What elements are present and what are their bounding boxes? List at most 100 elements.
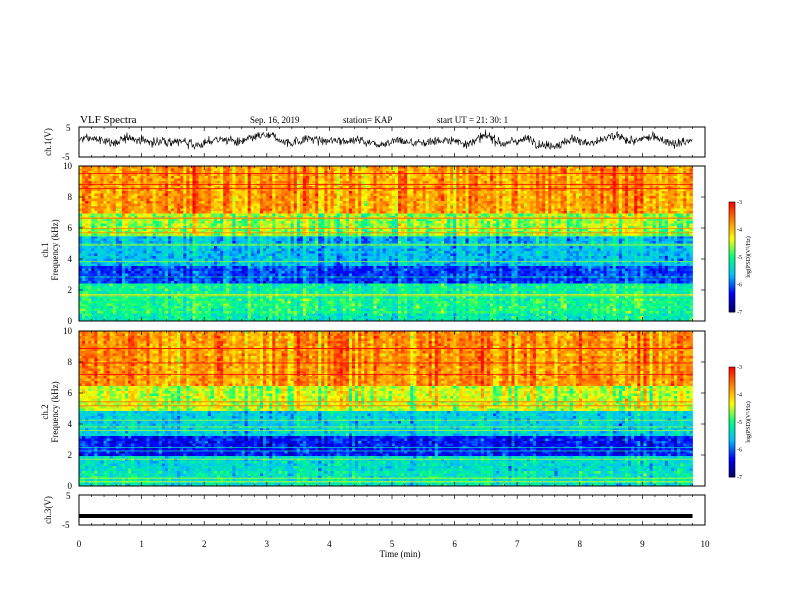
heatmap-cell xyxy=(453,208,457,212)
heatmap-cell xyxy=(305,218,310,222)
heatmap-cell xyxy=(155,168,160,172)
heatmap-cell xyxy=(612,173,617,177)
heatmap-cell xyxy=(379,186,384,189)
heatmap-cell xyxy=(241,188,246,192)
heatmap-cell xyxy=(625,201,629,204)
heatmap-cell xyxy=(220,203,224,207)
heatmap-cell xyxy=(364,173,368,177)
heatmap-cell xyxy=(450,216,454,219)
heatmap-cell xyxy=(385,168,390,172)
heatmap-cell xyxy=(585,211,589,214)
heatmap-cell xyxy=(591,176,595,179)
heatmap-cell xyxy=(115,168,120,172)
heatmap-cell xyxy=(88,223,92,227)
heatmap-cell xyxy=(309,173,313,177)
heatmap-cell xyxy=(121,206,126,209)
heatmap-cell xyxy=(152,203,157,207)
heatmap-cell xyxy=(161,188,166,192)
heatmap-cell xyxy=(674,171,678,174)
heatmap-cell xyxy=(287,213,292,217)
heatmap-cell xyxy=(671,208,675,212)
heatmap-cell xyxy=(220,201,224,204)
heatmap-cell xyxy=(115,198,120,202)
heatmap-cell xyxy=(631,193,635,197)
heatmap-cell xyxy=(404,168,408,172)
heatmap-cell xyxy=(352,218,356,222)
heatmap-cell xyxy=(82,226,86,229)
heatmap-cell xyxy=(287,211,292,214)
heatmap-cell xyxy=(680,203,684,207)
heatmap-cell xyxy=(428,206,433,209)
heatmap-cell xyxy=(134,166,138,169)
heatmap-cell xyxy=(269,203,273,207)
heatmap-cell xyxy=(391,188,396,192)
heatmap-cell xyxy=(106,171,111,174)
heatmap-cell xyxy=(278,206,282,209)
heatmap-cell xyxy=(554,201,558,204)
heatmap-cell xyxy=(588,168,592,172)
heatmap-cell xyxy=(600,181,604,184)
heatmap-cell xyxy=(115,191,120,194)
heatmap-cell xyxy=(232,191,236,194)
heatmap-cell xyxy=(631,211,635,214)
heatmap-cell xyxy=(434,206,439,209)
heatmap-cell xyxy=(493,173,497,177)
heatmap-cell xyxy=(180,186,184,189)
heatmap-cell xyxy=(490,173,494,177)
heatmap-cell xyxy=(85,173,89,177)
heatmap-cell xyxy=(551,178,555,182)
heatmap-cell xyxy=(447,173,451,177)
heatmap-cell xyxy=(352,181,356,184)
heatmap-cell xyxy=(686,208,690,212)
heatmap-cell xyxy=(671,218,675,222)
heatmap-cell xyxy=(275,198,279,202)
heatmap-cell xyxy=(226,181,230,184)
heatmap-cell xyxy=(253,181,258,184)
heatmap-cell xyxy=(502,211,506,214)
heatmap-cell xyxy=(118,188,123,192)
heatmap-cell xyxy=(125,176,129,179)
heatmap-cell xyxy=(238,176,242,179)
heatmap-cell xyxy=(213,191,218,194)
heatmap-cell xyxy=(444,213,448,217)
heatmap-cell xyxy=(293,196,298,199)
heatmap-cell xyxy=(352,223,356,227)
heatmap-cell xyxy=(588,218,592,222)
heatmap-cell xyxy=(557,218,561,222)
heatmap-cell xyxy=(493,201,497,204)
heatmap-cell xyxy=(652,168,657,172)
heatmap-cell xyxy=(419,183,423,187)
heatmap-cell xyxy=(115,208,120,212)
heatmap-cell xyxy=(591,191,595,194)
heatmap-cell xyxy=(143,191,147,194)
heatmap-cell xyxy=(471,206,476,209)
heatmap-cell xyxy=(520,171,525,174)
heatmap-cell xyxy=(281,203,285,207)
heatmap-cell xyxy=(284,218,288,222)
heatmap-cell xyxy=(612,206,617,209)
heatmap-cell xyxy=(217,173,221,177)
heatmap-cell xyxy=(428,216,433,219)
heatmap-cell xyxy=(217,186,221,189)
heatmap-cell xyxy=(532,188,537,192)
heatmap-cell xyxy=(324,166,328,169)
heatmap-cell xyxy=(275,213,279,217)
ch1-waveform-line xyxy=(78,129,693,151)
heatmap-cell xyxy=(631,171,635,174)
heatmap-cell xyxy=(532,213,537,217)
heatmap-cell xyxy=(649,166,654,169)
heatmap-cell xyxy=(404,206,408,209)
heatmap-cell xyxy=(505,218,509,222)
heatmap-cell xyxy=(348,216,353,219)
heatmap-cell xyxy=(158,226,163,229)
heatmap-cell xyxy=(364,166,368,169)
heatmap-cell xyxy=(256,203,261,207)
heatmap-cell xyxy=(263,178,267,182)
heatmap-cell xyxy=(174,206,178,209)
heatmap-cell xyxy=(321,223,325,227)
heatmap-cell xyxy=(296,216,301,219)
heatmap-cell xyxy=(508,191,512,194)
heatmap-cell xyxy=(428,186,433,189)
heatmap-cell xyxy=(572,178,577,182)
heatmap-cell xyxy=(106,186,111,189)
